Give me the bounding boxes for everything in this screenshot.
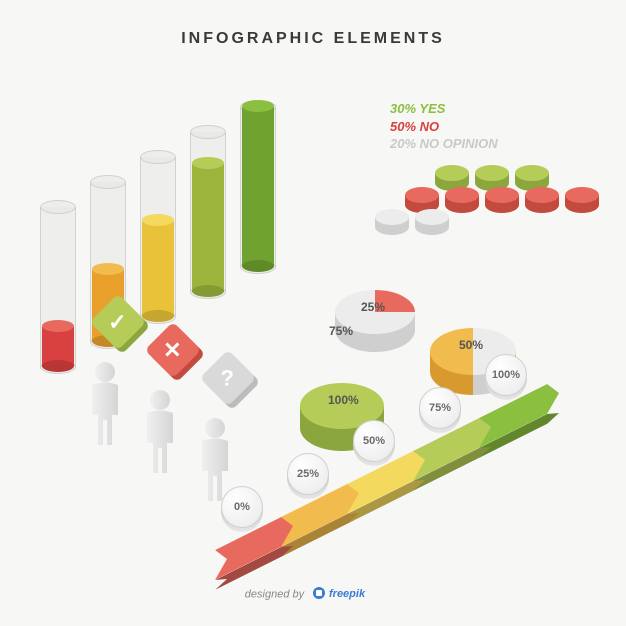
disc [375, 209, 409, 229]
disc [565, 187, 599, 207]
disc [415, 209, 449, 229]
legend: 30% YES50% NO20% NO OPINION [390, 100, 498, 153]
pie-label: 100% [328, 393, 359, 407]
progress-coin-label: 25% [287, 453, 329, 495]
pie-label: 50% [459, 338, 483, 352]
progress-coin-label: 75% [419, 387, 461, 429]
progress-coin-label: 100% [485, 354, 527, 396]
disc [515, 165, 549, 185]
pie-label-secondary: 75% [329, 324, 353, 338]
page-title: INFOGRAPHIC ELEMENTS [0, 0, 626, 48]
person-icon [80, 360, 130, 455]
progress-coin: 25% [287, 453, 329, 495]
disc [445, 187, 479, 207]
marker-glyph-icon: ? [207, 366, 247, 392]
pie-label: 25% [361, 300, 385, 314]
disc [485, 187, 519, 207]
footer-credit: designed by freepik [0, 585, 626, 604]
progress-coin: 50% [353, 420, 395, 462]
freepik-logo: freepik [311, 585, 381, 604]
progress-coin: 0% [221, 486, 263, 528]
progress-coin-label: 50% [353, 420, 395, 462]
pie-cylinder: 25%75% [335, 290, 415, 352]
progress-coin-label: 0% [221, 486, 263, 528]
disc [405, 187, 439, 207]
marker-glyph-icon: ✕ [152, 338, 192, 364]
person-icon [135, 388, 185, 483]
progress-coin: 75% [419, 387, 461, 429]
disc [525, 187, 559, 207]
marker-glyph-icon: ✓ [97, 310, 137, 336]
footer-text: designed by [245, 588, 304, 600]
disc [475, 165, 509, 185]
svg-text:freepik: freepik [329, 588, 366, 600]
legend-item: 20% NO OPINION [390, 135, 498, 153]
disc [435, 165, 469, 185]
progress-coin: 100% [485, 354, 527, 396]
legend-item: 50% NO [390, 118, 498, 136]
legend-item: 30% YES [390, 100, 498, 118]
